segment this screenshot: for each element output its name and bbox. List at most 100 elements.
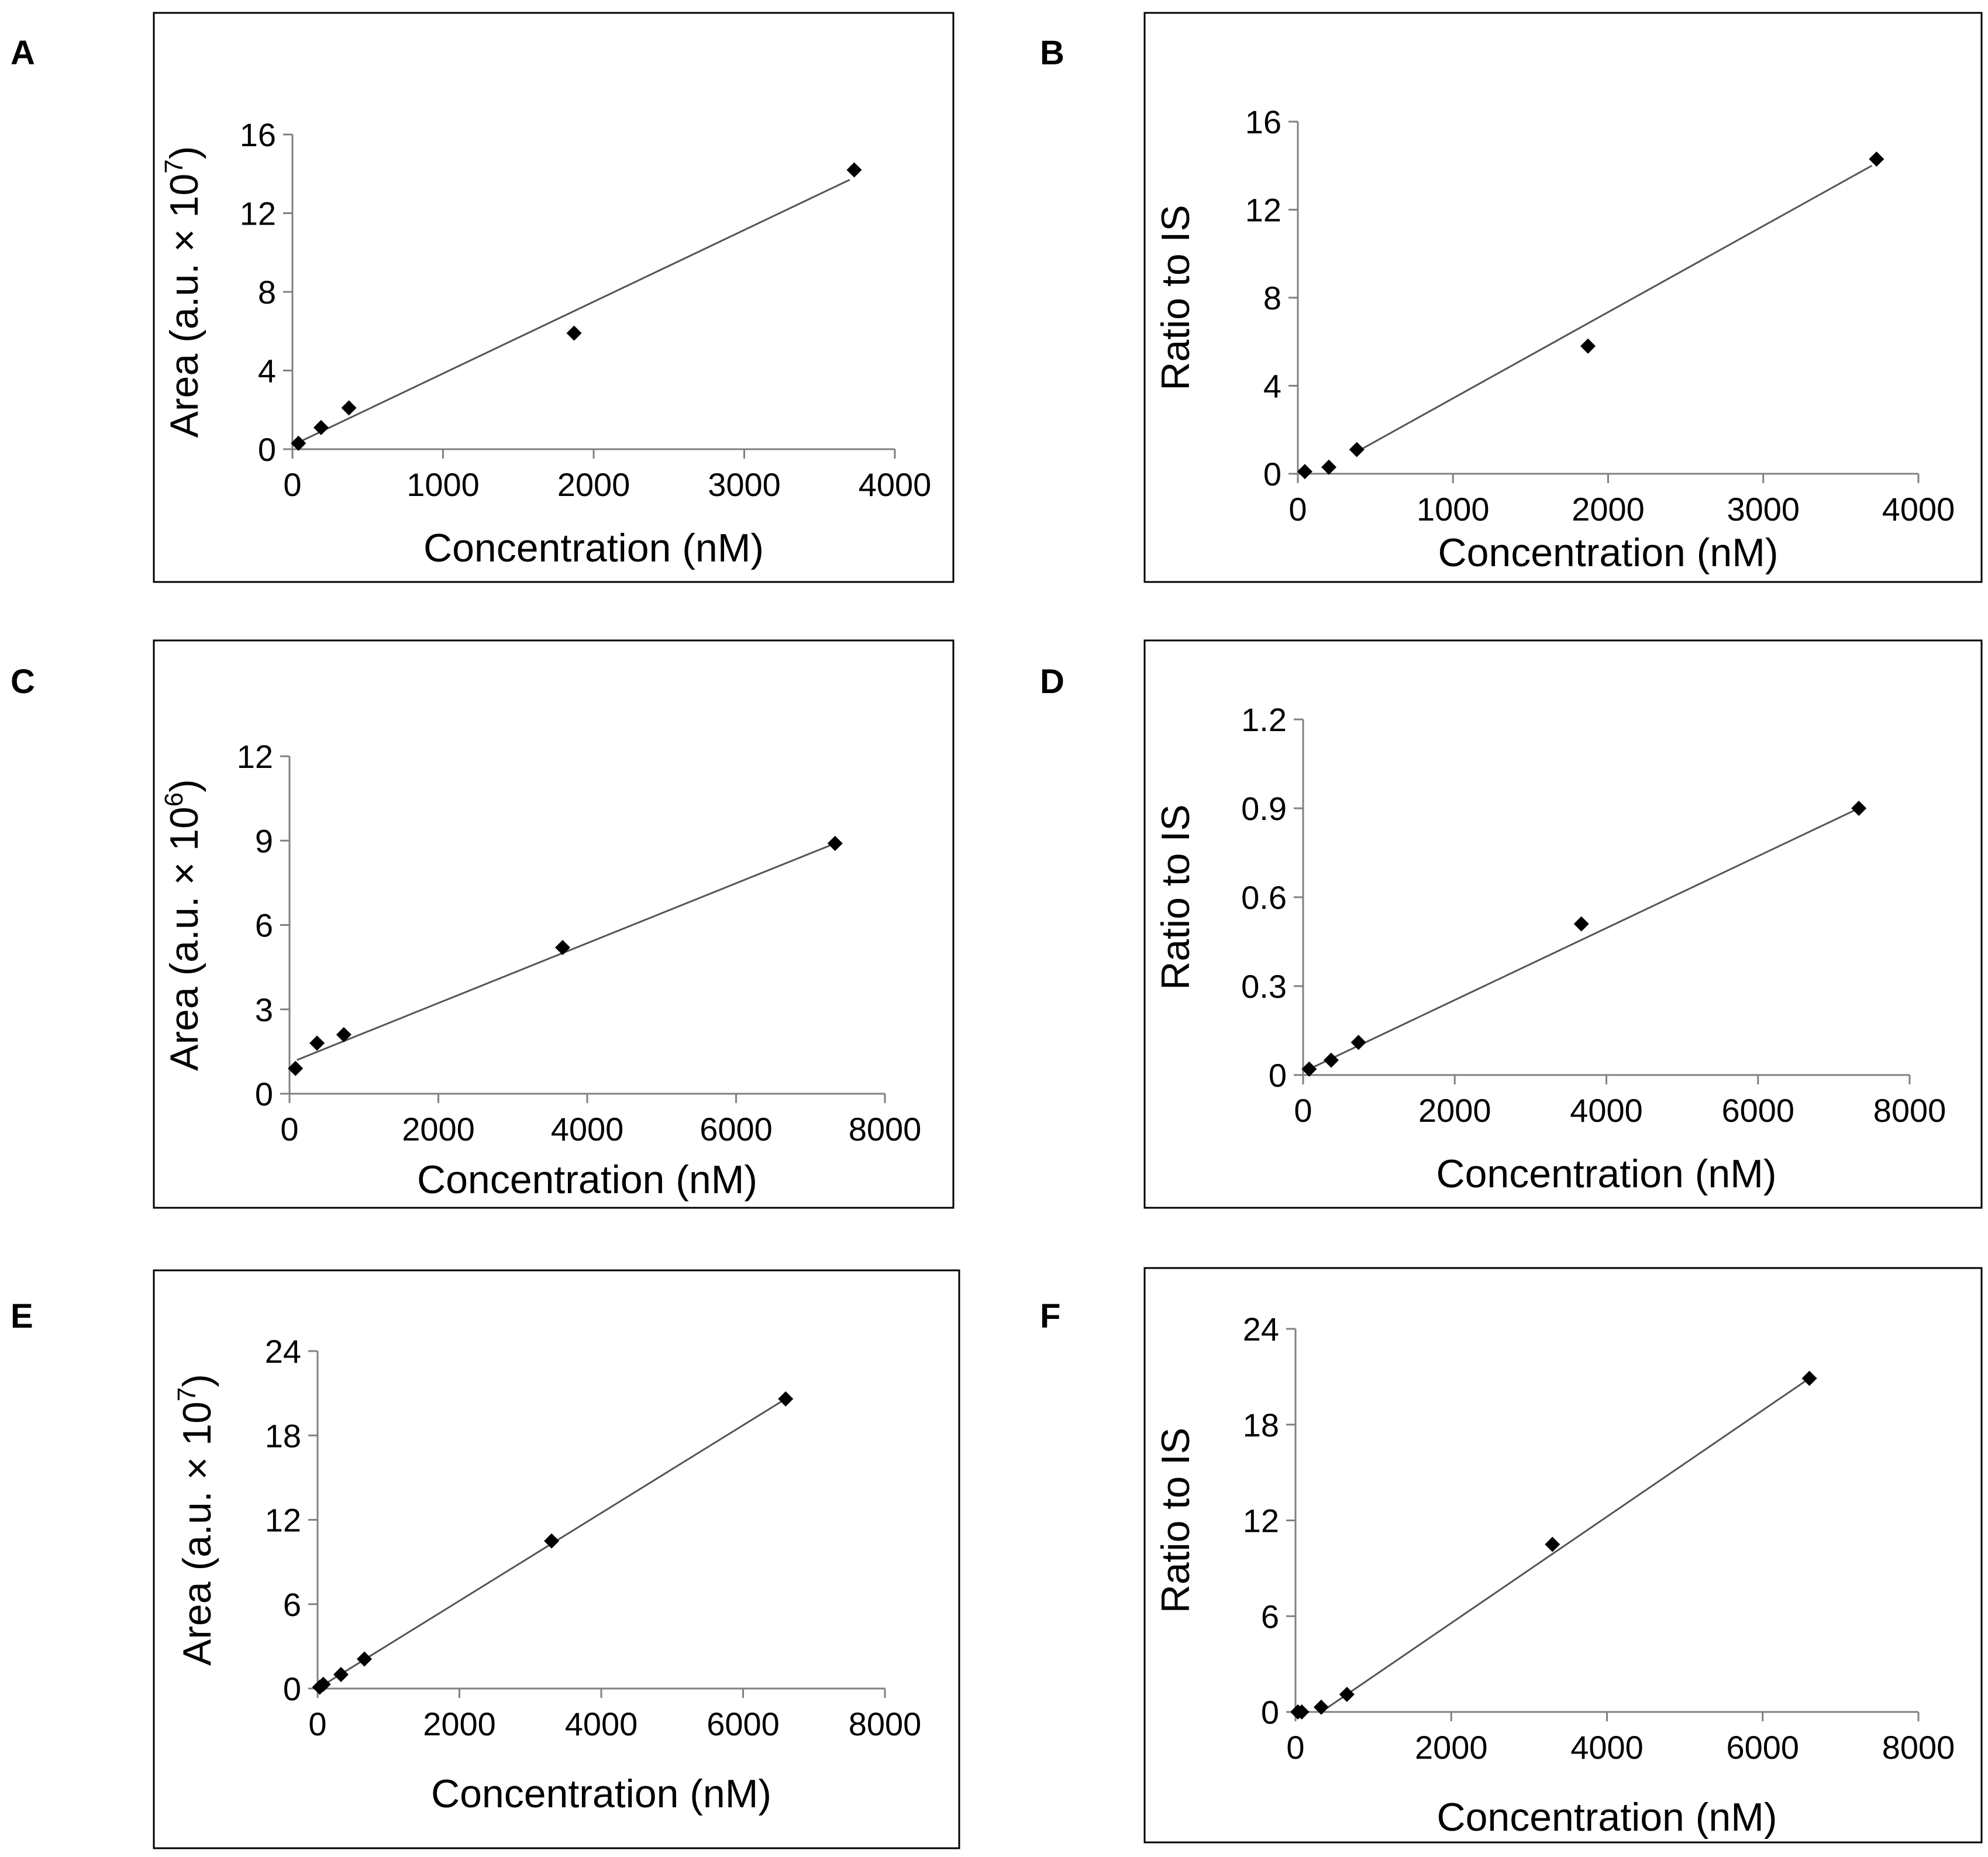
x-tick-label: 2000 — [557, 466, 630, 503]
data-point — [1580, 338, 1596, 354]
x-axis-title: Concentration (nM) — [1436, 1152, 1776, 1196]
data-point — [1313, 1699, 1329, 1715]
trend-line — [292, 178, 850, 446]
x-tick-label: 8000 — [849, 1706, 922, 1742]
y-tick-label: 12 — [240, 195, 276, 232]
data-point — [827, 836, 843, 852]
y-axis-title: Ratio to IS — [1153, 1428, 1198, 1614]
data-point — [544, 1533, 560, 1549]
y-tick-label: 4 — [258, 353, 276, 390]
x-tick-label: 8000 — [849, 1111, 922, 1148]
x-tick-label: 2000 — [1572, 491, 1645, 528]
x-tick-label: 3000 — [1727, 491, 1800, 528]
y-tick-label: 16 — [240, 116, 276, 153]
y-tick-label: 12 — [237, 738, 273, 775]
data-point — [1301, 1061, 1317, 1077]
y-tick-label: 1.2 — [1241, 701, 1287, 738]
y-tick-label: 0 — [258, 431, 276, 468]
x-tick-label: 6000 — [700, 1111, 773, 1148]
trend-line — [1308, 807, 1859, 1070]
data-point — [1339, 1686, 1355, 1702]
y-tick-label: 0 — [255, 1076, 273, 1112]
y-tick-label: 8 — [1263, 280, 1281, 316]
data-point — [555, 939, 571, 955]
panel-letter: C — [11, 663, 35, 701]
x-tick-label: 0 — [1286, 1729, 1304, 1766]
x-tick-label: 0 — [280, 1111, 298, 1148]
y-tick-label: 24 — [265, 1333, 301, 1370]
x-tick-label: 3000 — [708, 466, 781, 503]
x-axis-title: Concentration (nM) — [1438, 530, 1778, 575]
y-tick-label: 12 — [1245, 192, 1281, 229]
x-tick-label: 4000 — [551, 1111, 624, 1148]
x-tick-label: 4000 — [1570, 1729, 1644, 1766]
data-point — [315, 1676, 331, 1692]
data-point — [291, 435, 306, 451]
data-point — [1350, 1035, 1366, 1050]
data-point — [846, 162, 862, 178]
data-point — [333, 1666, 349, 1682]
x-axis-title: Concentration (nM) — [417, 1157, 757, 1202]
y-tick-label: 0 — [283, 1670, 301, 1707]
panel-d: D 0 0.3 0.6 0.9 1.2 0 2000 4000 6000 8000 Concentra… — [1040, 639, 1983, 1209]
x-tick-label: 4000 — [859, 466, 932, 503]
y-tick-label: 0 — [1263, 456, 1281, 492]
x-axis-title: Concentration (nM) — [431, 1772, 771, 1816]
x-tick-label: 1000 — [1417, 491, 1490, 528]
y-axis-title: Area (a.u. × 106) — [160, 779, 206, 1071]
x-axis-title: Concentration (nM) — [423, 526, 764, 570]
x-tick-label: 2000 — [402, 1111, 475, 1148]
y-tick-label: 16 — [1245, 104, 1281, 140]
y-tick-label: 8 — [258, 274, 276, 311]
data-point — [1573, 916, 1589, 932]
panel-frame — [153, 1269, 960, 1849]
y-tick-label: 4 — [1263, 368, 1281, 405]
y-tick-label: 9 — [255, 822, 273, 859]
y-axis-title: Ratio to IS — [1153, 205, 1198, 391]
trend-line — [1321, 1377, 1810, 1713]
data-point — [336, 1027, 352, 1043]
y-axis-title: Area (a.u. × 107) — [173, 1374, 219, 1666]
panel-letter: B — [1040, 34, 1064, 72]
data-point — [1294, 1704, 1310, 1720]
x-tick-label: 2000 — [1418, 1092, 1491, 1129]
x-tick-label: 8000 — [1882, 1729, 1955, 1766]
x-tick-label: 6000 — [707, 1706, 780, 1742]
data-point — [1321, 459, 1337, 475]
panel-frame — [1143, 1267, 1983, 1844]
trend-line — [1356, 164, 1873, 453]
panel-letter: F — [1040, 1297, 1060, 1335]
data-point — [341, 400, 357, 416]
data-point — [566, 325, 582, 341]
data-point — [1801, 1370, 1817, 1386]
data-point — [1869, 151, 1884, 167]
x-tick-label: 1000 — [406, 466, 480, 503]
data-point — [1323, 1052, 1339, 1068]
data-point — [1297, 464, 1312, 480]
data-point — [1851, 801, 1867, 816]
x-tick-label: 4000 — [565, 1706, 638, 1742]
panel-e: E 0 6 12 18 24 0 2000 4000 6000 8000 Concentration … — [11, 1269, 960, 1849]
panel-f: F 0 6 12 18 24 0 2000 4000 6000 8000 Concentration … — [1040, 1267, 1983, 1844]
y-tick-label: 0 — [1269, 1057, 1287, 1094]
y-tick-label: 0 — [1261, 1694, 1279, 1731]
x-tick-label: 8000 — [1873, 1092, 1946, 1129]
panel-frame — [1143, 639, 1983, 1209]
y-tick-label: 6 — [283, 1586, 301, 1623]
y-tick-label: 12 — [265, 1502, 301, 1539]
data-point — [1545, 1536, 1560, 1552]
x-tick-label: 2000 — [1415, 1729, 1488, 1766]
data-point — [288, 1060, 304, 1076]
y-tick-label: 0.6 — [1241, 879, 1287, 916]
x-tick-label: 0 — [1294, 1092, 1312, 1129]
x-tick-label: 0 — [1288, 491, 1307, 528]
data-point — [778, 1391, 794, 1407]
data-point — [357, 1651, 373, 1667]
y-tick-label: 18 — [1243, 1407, 1279, 1443]
x-tick-label: 6000 — [1726, 1729, 1799, 1766]
y-axis-title: Area (a.u. × 107) — [160, 146, 206, 438]
data-point — [1349, 442, 1365, 457]
panel-letter: E — [11, 1297, 33, 1335]
panel-a: A 0 4 8 12 16 0 1000 2000 3000 4000 Concentration (… — [11, 12, 955, 583]
